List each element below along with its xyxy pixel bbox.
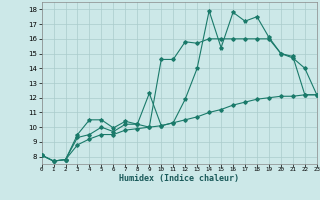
X-axis label: Humidex (Indice chaleur): Humidex (Indice chaleur) (119, 174, 239, 183)
